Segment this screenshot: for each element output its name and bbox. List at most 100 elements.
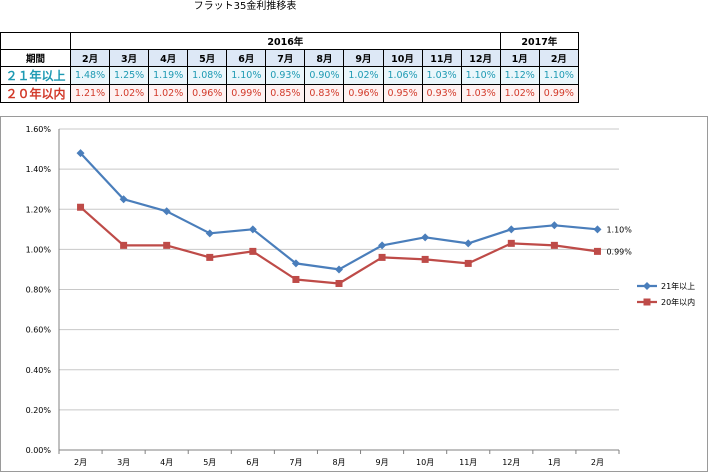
y-tick-label: 1.40% xyxy=(26,165,52,174)
rate-cell: 1.02% xyxy=(499,84,540,103)
y-tick-label: 1.60% xyxy=(26,125,52,134)
year-2017-header: 2017年 xyxy=(499,32,580,50)
data-point xyxy=(593,225,602,234)
chart-frame: 0.00% 0.20% 0.40% 0.60% 0.80% 1.00% 1.20% 1.40%… xyxy=(0,116,708,472)
series-line xyxy=(79,152,598,271)
rate-cell: 0.95% xyxy=(382,84,423,103)
data-point xyxy=(119,195,128,204)
rate-cell: 1.03% xyxy=(421,66,462,85)
data-point xyxy=(378,241,387,250)
month-header: 2月 xyxy=(69,49,111,67)
data-point xyxy=(206,253,214,261)
rate-cell: 0.83% xyxy=(304,84,345,103)
y-tick-label: 0.80% xyxy=(26,286,52,295)
rate-line-chart: 0.00% 0.20% 0.40% 0.60% 0.80% 1.00% 1.20% 1.40%… xyxy=(26,125,696,467)
y-tick-label: 1.20% xyxy=(26,205,52,214)
month-header: 9月 xyxy=(343,49,384,67)
legend-label: 20年以内 xyxy=(661,297,695,307)
period-label: 期間 xyxy=(0,49,71,67)
rate-cell: 1.03% xyxy=(460,84,501,103)
data-point xyxy=(507,239,515,247)
data-point xyxy=(335,279,343,287)
month-header: 8月 xyxy=(304,49,345,67)
rate-cell: 0.99% xyxy=(538,84,580,103)
x-tick-label: 4月 xyxy=(160,458,173,467)
data-point xyxy=(249,247,257,255)
legend-marker xyxy=(643,282,651,290)
month-header: 2月 xyxy=(538,49,580,67)
table-row-21years: ２１年以上 1.48% 1.25% 1.19% 1.08% 1.10% 0.93… xyxy=(0,66,580,85)
y-tick-label: 0.60% xyxy=(26,326,52,335)
data-point xyxy=(464,259,472,267)
data-point xyxy=(292,275,300,283)
legend-marker xyxy=(643,298,651,306)
rate-cell: 0.93% xyxy=(421,84,462,103)
month-header: 11月 xyxy=(421,49,462,67)
data-point xyxy=(378,253,386,261)
legend-label: 21年以上 xyxy=(661,281,695,291)
rate-cell: 1.19% xyxy=(148,66,189,85)
data-point xyxy=(76,149,85,158)
month-header: 1月 xyxy=(499,49,540,67)
month-header: 5月 xyxy=(187,49,228,67)
x-tick-label: 8月 xyxy=(332,458,345,467)
rate-cell: 1.02% xyxy=(148,84,189,103)
data-point xyxy=(550,221,559,230)
data-point xyxy=(248,225,257,234)
rate-cell: 1.12% xyxy=(499,66,540,85)
rate-cell: 1.21% xyxy=(69,84,111,103)
data-point xyxy=(120,241,128,249)
data-point xyxy=(421,233,430,242)
rate-cell: 1.10% xyxy=(538,66,580,85)
month-header: 7月 xyxy=(265,49,306,67)
data-point xyxy=(162,207,171,216)
rate-cell: 1.08% xyxy=(187,66,228,85)
rate-cell: 0.93% xyxy=(265,66,306,85)
month-header: 10月 xyxy=(382,49,423,67)
rate-cell: 0.85% xyxy=(265,84,306,103)
y-tick-label: 0.20% xyxy=(26,406,52,415)
data-label: 0.99% xyxy=(606,247,632,256)
x-tick-label: 6月 xyxy=(246,458,259,467)
month-header-row: 期間 2月 3月 4月 5月 6月 7月 8月 9月 10月 11月 12月 1… xyxy=(0,49,580,67)
rate-cell: 1.02% xyxy=(109,84,150,103)
data-point xyxy=(291,259,300,268)
year-header-row: 2016年 2017年 xyxy=(0,32,580,50)
y-tick-label: 0.40% xyxy=(26,366,52,375)
month-header: 12月 xyxy=(460,49,501,67)
data-point xyxy=(77,203,85,211)
rate-cell: 0.96% xyxy=(343,84,384,103)
year-header-blank xyxy=(0,32,71,50)
y-tick-label: 1.00% xyxy=(26,245,52,254)
table-row-20years: ２０年以内 1.21% 1.02% 1.02% 0.96% 0.99% 0.85… xyxy=(0,84,580,103)
data-point xyxy=(593,247,601,255)
x-tick-label: 2月 xyxy=(74,458,87,467)
rate-cell: 0.90% xyxy=(304,66,345,85)
x-tick-label: 3月 xyxy=(117,458,130,467)
page-title: フラット35金利推移表 xyxy=(193,1,297,12)
month-header: 6月 xyxy=(226,49,267,67)
rate-cell: 1.48% xyxy=(69,66,111,85)
rate-cell: 0.99% xyxy=(226,84,267,103)
rate-cell: 1.06% xyxy=(382,66,423,85)
x-tick-label: 11月 xyxy=(459,458,477,467)
row-label-21years: ２１年以上 xyxy=(0,66,71,85)
x-tick-label: 12月 xyxy=(502,458,520,467)
data-point xyxy=(205,229,214,238)
x-tick-label: 7月 xyxy=(289,458,302,467)
x-tick-label: 10月 xyxy=(416,458,434,467)
row-label-20years: ２０年以内 xyxy=(0,84,71,103)
y-tick-label: 0.00% xyxy=(26,446,52,455)
rate-cell: 1.10% xyxy=(460,66,501,85)
data-point xyxy=(421,255,429,263)
x-tick-label: 5月 xyxy=(203,458,216,467)
data-point xyxy=(335,265,343,274)
x-tick-label: 2月 xyxy=(591,458,604,467)
year-2016-header: 2016年 xyxy=(70,32,501,50)
x-tick-label: 9月 xyxy=(376,458,389,467)
rate-cell: 1.02% xyxy=(343,66,384,85)
data-point xyxy=(464,239,473,248)
month-header: 3月 xyxy=(109,49,150,67)
x-tick-label: 1月 xyxy=(548,458,561,467)
rate-cell: 0.96% xyxy=(187,84,228,103)
